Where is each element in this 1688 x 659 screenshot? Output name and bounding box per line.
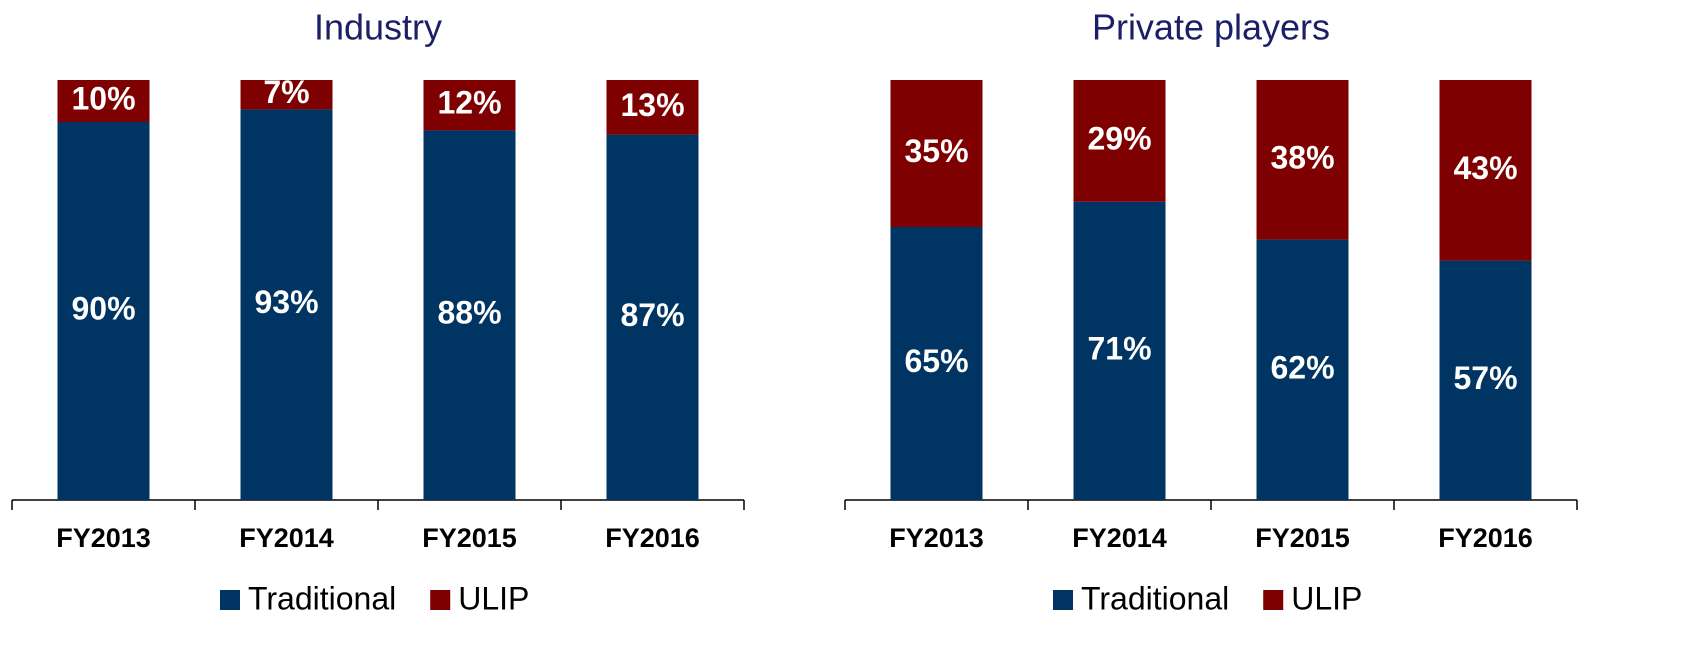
data-label: 43% — [1453, 150, 1517, 186]
legend-swatch — [220, 590, 240, 610]
legend-swatch — [1263, 590, 1284, 610]
x-tick-label: FY2015 — [1255, 523, 1350, 553]
data-label: 10% — [71, 80, 135, 116]
legend-swatch — [1053, 590, 1073, 610]
x-tick-label: FY2016 — [1438, 523, 1533, 553]
bar-segment — [57, 122, 150, 500]
data-label: 88% — [437, 295, 501, 331]
x-tick-label: FY2013 — [889, 523, 984, 553]
data-label: 65% — [904, 343, 968, 379]
bar-segment — [423, 80, 516, 131]
data-label: 35% — [904, 133, 968, 169]
data-label: 71% — [1087, 330, 1151, 366]
data-label: 87% — [620, 297, 684, 333]
legend-label: ULIP — [1291, 580, 1362, 616]
bar-segment — [1439, 80, 1532, 261]
data-label: 29% — [1087, 120, 1151, 156]
bar-segment — [1256, 80, 1349, 240]
x-tick-label: FY2016 — [605, 523, 700, 553]
chart-title: Industry — [314, 7, 442, 48]
data-label: 90% — [71, 290, 135, 326]
x-tick-label: FY2014 — [239, 523, 334, 553]
x-tick-label: FY2014 — [1072, 523, 1167, 553]
bar-segment — [1073, 201, 1166, 501]
bar-segment — [423, 130, 516, 500]
bar-segment — [606, 80, 699, 135]
legend-swatch — [430, 590, 451, 610]
legend-label: Traditional — [248, 580, 396, 616]
bar-segment — [1256, 239, 1349, 500]
chart-title: Private players — [1092, 7, 1330, 48]
legend-label: ULIP — [458, 580, 529, 616]
data-label: 62% — [1270, 349, 1334, 385]
x-tick-label: FY2013 — [56, 523, 151, 553]
bar-segment — [240, 109, 333, 501]
bar-segment — [1439, 260, 1532, 500]
bar-segment — [240, 80, 333, 110]
data-label: 7% — [263, 74, 309, 110]
x-tick-label: FY2015 — [422, 523, 517, 553]
bar-segment — [890, 227, 983, 500]
bar-segment — [57, 80, 150, 122]
data-label: 13% — [620, 87, 684, 123]
legend-label: Traditional — [1081, 580, 1229, 616]
data-label: 57% — [1453, 360, 1517, 396]
data-label: 93% — [254, 284, 318, 320]
data-label: 12% — [437, 85, 501, 121]
bar-segment — [890, 80, 983, 227]
bar-segment — [1073, 80, 1166, 202]
data-label: 38% — [1270, 139, 1334, 175]
bar-segment — [606, 134, 699, 500]
